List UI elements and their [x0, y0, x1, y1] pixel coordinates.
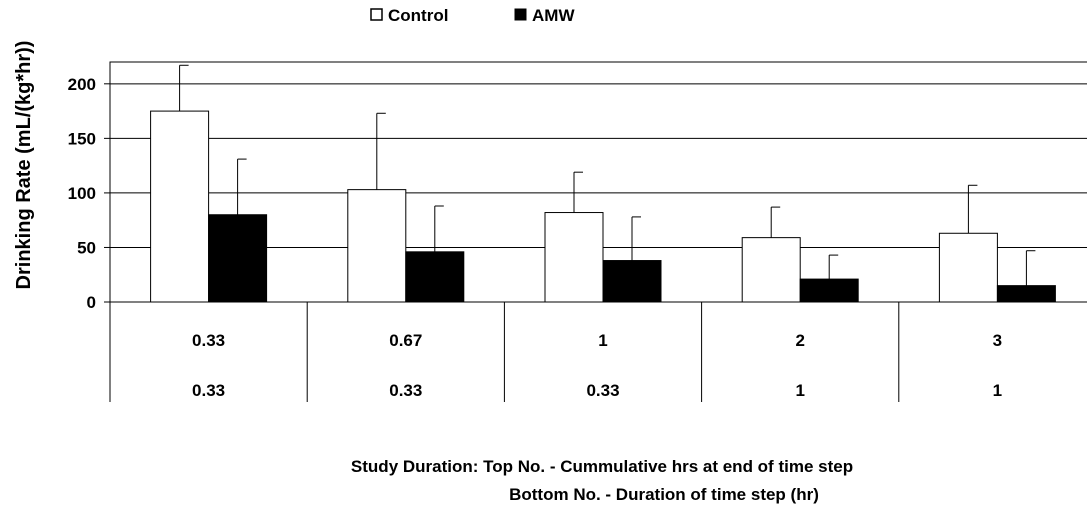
y-tick-label: 50: [77, 238, 96, 257]
x-axis-title-line-2: Bottom No. - Duration of time step (hr): [509, 485, 819, 504]
bar-control: [544, 212, 604, 303]
grid-lines: [110, 83, 1087, 248]
y-tick-label: 150: [68, 129, 96, 148]
bar-control: [741, 237, 801, 303]
x-tick-label-bottom: 1: [795, 381, 804, 400]
x-tick-label-bottom: 1: [993, 381, 1002, 400]
x-tick-label-top: 2: [795, 331, 804, 350]
y-tick-label: 200: [68, 75, 96, 94]
legend-swatch-amw: [514, 8, 527, 21]
bar-control: [938, 232, 998, 303]
category-table: 0.33 0.67 1 2 3 0.33 0.33 0.33 1 1: [109, 302, 1002, 402]
x-tick-label-bottom: 0.33: [389, 381, 422, 400]
x-tick-label-top: 0.67: [389, 331, 422, 350]
x-tick-label-top: 0.33: [192, 331, 225, 350]
x-tick-label-bottom: 0.33: [586, 381, 619, 400]
bar-amw: [405, 251, 465, 303]
bar-amw: [996, 285, 1056, 303]
legend: Control AMW: [370, 6, 575, 25]
x-axis-title-line-1: Study Duration: Top No. - Cummulative hr…: [351, 457, 853, 476]
y-axis-ticks: 0 50 100 150 200: [68, 75, 110, 312]
y-axis-title: Drinking Rate (mL/(kg*hr)): [13, 41, 35, 290]
bar-control: [347, 189, 407, 303]
bar-amw: [799, 278, 859, 303]
legend-label-amw: AMW: [532, 6, 575, 25]
bar-amw: [208, 214, 268, 303]
legend-swatch-control: [370, 8, 383, 21]
bar-control: [150, 110, 210, 303]
y-tick-label: 0: [87, 293, 96, 312]
bar-amw: [602, 260, 662, 303]
bars: [150, 64, 1056, 303]
legend-label-control: Control: [388, 6, 448, 25]
x-tick-label-bottom: 0.33: [192, 381, 225, 400]
x-tick-label-top: 1: [598, 331, 607, 350]
x-tick-label-top: 3: [993, 331, 1002, 350]
y-tick-label: 100: [68, 184, 96, 203]
